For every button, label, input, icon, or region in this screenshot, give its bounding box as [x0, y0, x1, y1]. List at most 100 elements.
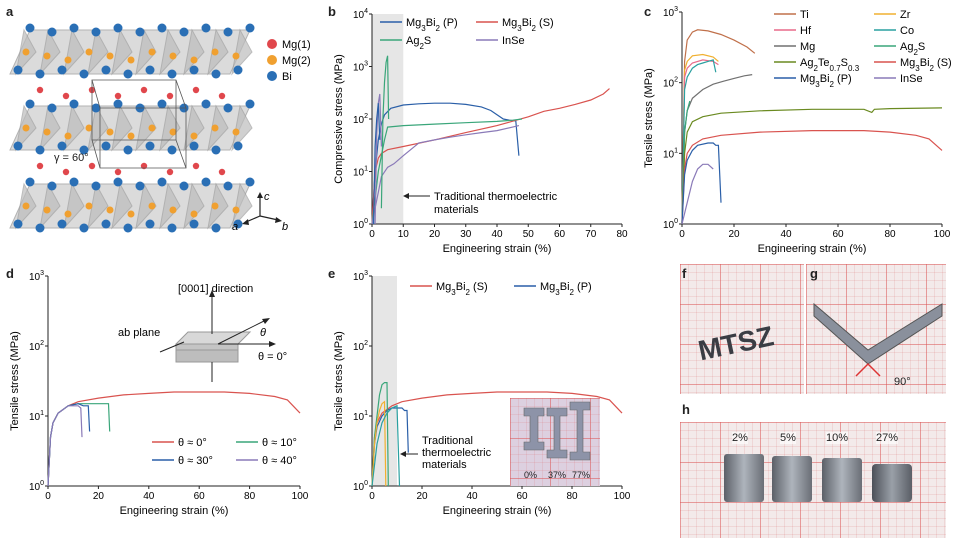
octahedron-face	[231, 182, 253, 230]
x-tick-label: 20	[429, 229, 441, 240]
y-tick-label: 102	[353, 113, 368, 126]
mg2-atom	[211, 48, 219, 56]
y-tick-label: 101	[29, 410, 44, 423]
bi-atom	[113, 23, 123, 33]
y-tick-label: 100	[353, 218, 368, 231]
annotation-arrowhead	[403, 193, 409, 199]
x-tick-label: 40	[143, 491, 155, 502]
bi-atom	[69, 177, 79, 187]
series-line-ag2te0-7s0-3	[681, 107, 943, 225]
mg2-atom	[22, 124, 30, 132]
mg2-atom	[22, 48, 30, 56]
x-axis-label: Engineering strain (%)	[443, 243, 552, 255]
theta0-arrowhead	[269, 341, 276, 347]
x-tick-label: 0	[45, 491, 51, 502]
direction-arrowhead	[209, 290, 215, 297]
bi-atom	[25, 23, 35, 33]
bi-atom	[201, 99, 211, 109]
x-tick-label: 60	[516, 491, 528, 502]
bi-atom	[145, 219, 155, 229]
axis-a: a	[232, 221, 238, 233]
legend-label: Hf	[800, 25, 812, 37]
mg1-dot	[267, 39, 277, 49]
x-tick-label: 60	[832, 229, 844, 240]
x-tick-label: 20	[416, 491, 428, 502]
axis-b: b	[282, 221, 288, 233]
legend-label: θ ≈ 0°	[178, 437, 207, 449]
series-line-mg	[681, 74, 753, 225]
x-tick-label: 100	[614, 491, 631, 502]
bi-atom	[13, 219, 23, 229]
legend-label: θ ≈ 40°	[262, 455, 297, 467]
octahedron-face	[39, 28, 61, 76]
octahedron-face	[231, 28, 253, 76]
mg1-atom	[140, 86, 148, 94]
bi-atom	[69, 99, 79, 109]
bi-atom	[245, 99, 255, 109]
bi-atom	[123, 145, 133, 155]
compression-samples-photo: 2% 5% 10% 27%	[680, 422, 946, 538]
y-tick-label: 100	[663, 218, 678, 231]
x-tick-label: 20	[93, 491, 105, 502]
panel-label: e	[328, 266, 336, 281]
series-line-mg3bi2-s-	[371, 391, 623, 487]
mg2-atom	[106, 206, 114, 214]
x-tick-label: 100	[292, 491, 309, 502]
bi-atom	[25, 177, 35, 187]
bi-atom	[101, 219, 111, 229]
bi-atom	[189, 141, 199, 151]
series-line--40-	[47, 405, 83, 487]
bi-atom	[113, 177, 123, 187]
mg1-atom	[88, 162, 96, 170]
bi-atom	[35, 69, 45, 79]
y-tick-label: 103	[29, 270, 44, 283]
theta-arrow	[217, 319, 267, 345]
bi-atom	[123, 223, 133, 233]
annotation-line: thermoelectric	[422, 447, 492, 459]
chart-e: 0 20 40 60 80 100 100 101 102 103 Engineering stra…	[333, 270, 631, 517]
bent-plate-photo: 90°	[806, 264, 946, 394]
y-axis-label: Tensile stress (MPa)	[643, 68, 655, 168]
x-tick-label: 20	[728, 229, 740, 240]
bi-atom	[145, 141, 155, 151]
bi-atom	[79, 69, 89, 79]
x-tick-label: 40	[491, 229, 503, 240]
slab-lower	[175, 349, 239, 363]
x-axis-label: Engineering strain (%)	[120, 505, 229, 517]
octahedron-face	[159, 104, 181, 152]
y-axis-label: Tensile stress (MPa)	[9, 331, 21, 431]
x-tick-label: 50	[523, 229, 535, 240]
y-tick-label: 101	[663, 147, 678, 160]
bi-atom	[47, 103, 57, 113]
x-tick-label: 80	[244, 491, 256, 502]
legend-bi: Bi	[282, 71, 292, 83]
bi-atom	[245, 177, 255, 187]
x-tick-label: 80	[884, 229, 896, 240]
series-line-mg3bi2-p-	[681, 142, 722, 225]
crystal-structure	[9, 23, 255, 233]
layer-0	[9, 23, 255, 100]
y-tick-label: 100	[353, 480, 368, 493]
y-axis-label: Compressive stress (MPa)	[333, 54, 345, 184]
mg1-atom	[36, 86, 44, 94]
mg2-atom	[211, 202, 219, 210]
mg2-atom	[106, 128, 114, 136]
bi-atom	[25, 99, 35, 109]
legend-label: Ti	[800, 9, 809, 21]
octahedron-face	[111, 104, 133, 152]
octahedron-face	[159, 28, 181, 76]
photo-label-37: 37%	[548, 470, 567, 480]
legend-label: Mg3Bi2 (S)	[436, 281, 488, 297]
legend-label: Ag2Te0.7S0.3	[800, 57, 860, 73]
annotation-arrowhead	[400, 451, 406, 457]
mg1-atom	[166, 92, 174, 100]
panel-label: f	[682, 266, 687, 281]
bi-atom	[101, 141, 111, 151]
inset-theta-label: θ	[260, 327, 266, 339]
theta-arrowhead	[262, 318, 270, 324]
octahedron-face	[135, 182, 157, 230]
series-line--10-	[47, 403, 111, 487]
bi-atom	[157, 23, 167, 33]
bi-atom	[13, 65, 23, 75]
bi-atom	[233, 65, 243, 75]
